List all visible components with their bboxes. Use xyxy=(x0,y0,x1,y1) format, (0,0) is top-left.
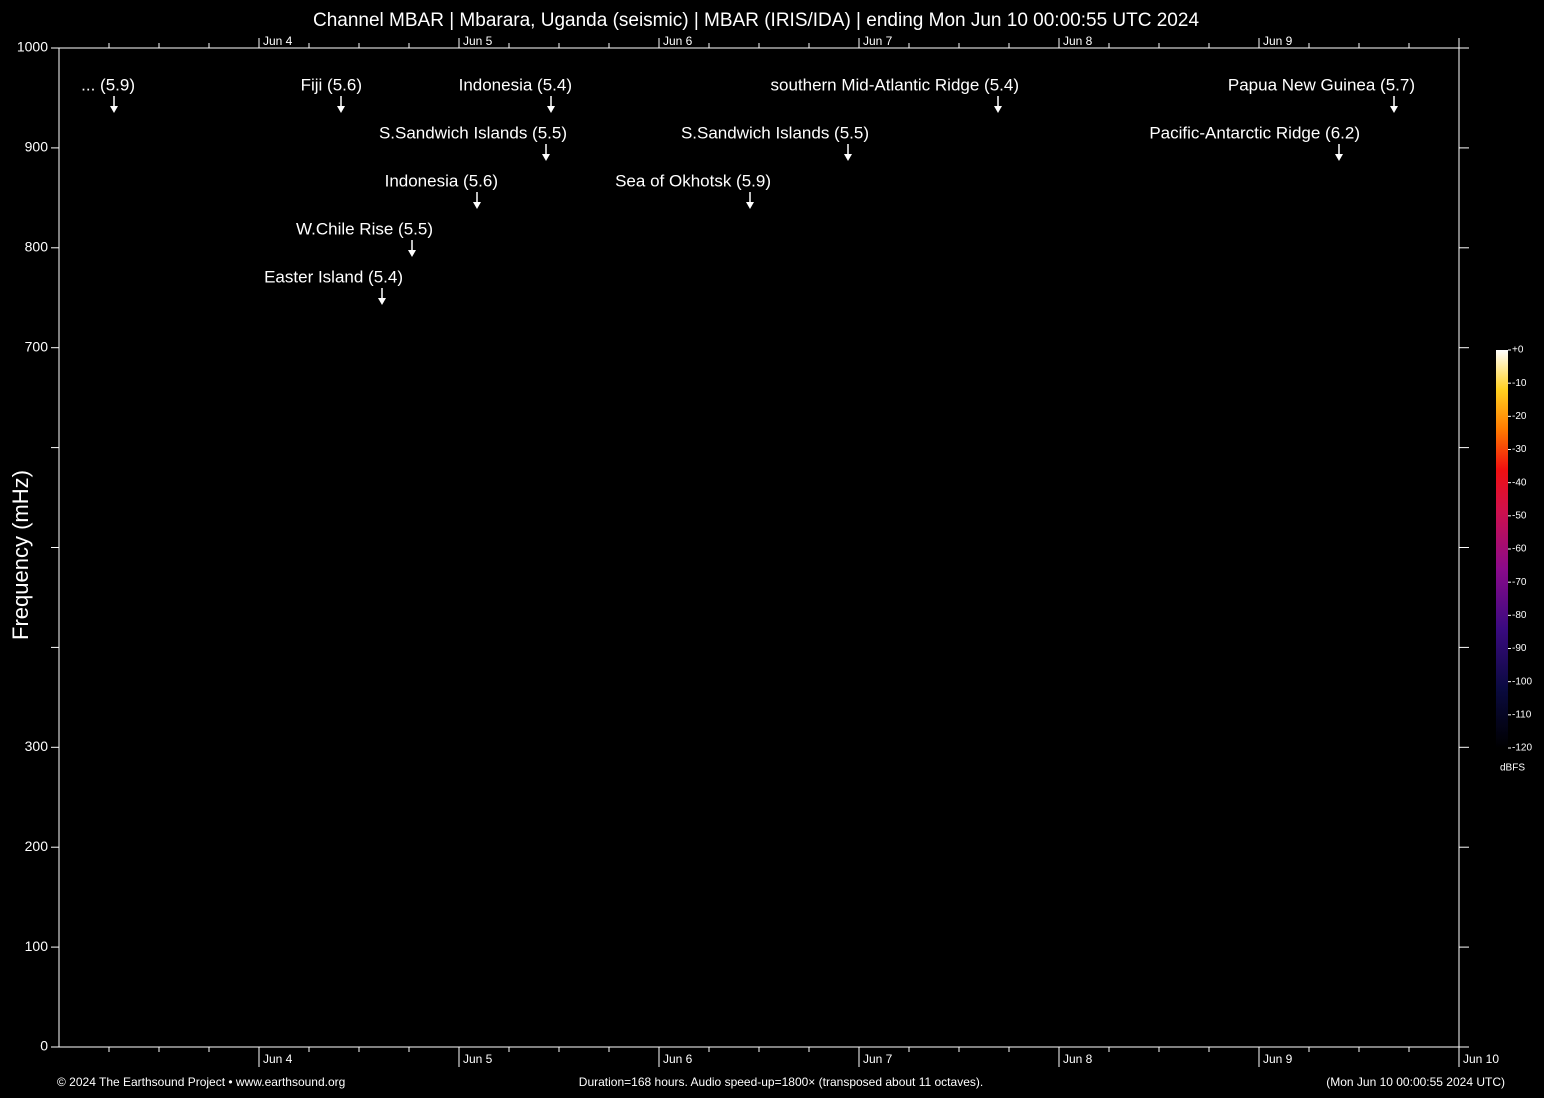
colorbar-tick-label: -60 xyxy=(1512,544,1527,555)
event-arrowhead xyxy=(1390,106,1398,113)
event-arrowhead xyxy=(547,106,555,113)
y-tick-label: 300 xyxy=(25,738,49,754)
colorbar-tick-label: -40 xyxy=(1512,477,1527,488)
footer-right: (Mon Jun 10 00:00:55 2024 UTC) xyxy=(1326,1075,1505,1089)
y-tick-label: 200 xyxy=(25,838,49,854)
colorbar-label: dBFS xyxy=(1500,763,1525,774)
event-arrowhead xyxy=(408,250,416,257)
footer-center: Duration=168 hours. Audio speed-up=1800×… xyxy=(579,1075,983,1089)
event-label: southern Mid-Atlantic Ridge (5.4) xyxy=(770,75,1019,94)
event-label: S.Sandwich Islands (5.5) xyxy=(681,123,869,142)
event-label: Indonesia (5.6) xyxy=(385,171,498,190)
event-label: Pacific-Antarctic Ridge (6.2) xyxy=(1149,123,1360,142)
event-label: Sea of Okhotsk (5.9) xyxy=(615,171,771,190)
event-arrowhead xyxy=(378,298,386,305)
y-axis-label: Frequency (mHz) xyxy=(8,470,33,640)
x-tick-label: Jun 10 xyxy=(1463,1052,1499,1066)
colorbar-tick-label: -80 xyxy=(1512,610,1527,621)
event-arrowhead xyxy=(746,202,754,209)
event-label: Fiji (5.6) xyxy=(301,75,362,94)
event-arrowhead xyxy=(994,106,1002,113)
colorbar-tick-label: -120 xyxy=(1512,743,1532,754)
x-tick-label-top: Jun 9 xyxy=(1263,34,1293,48)
event-arrowhead xyxy=(844,154,852,161)
colorbar xyxy=(1496,350,1508,748)
x-tick-label: Jun 4 xyxy=(263,1052,293,1066)
event-arrowhead xyxy=(473,202,481,209)
colorbar-tick-label: +0 xyxy=(1512,345,1524,356)
colorbar-tick-label: -90 xyxy=(1512,643,1527,654)
x-tick-label: Jun 8 xyxy=(1063,1052,1093,1066)
chart-title: Channel MBAR | Mbarara, Uganda (seismic)… xyxy=(313,10,1199,31)
x-tick-label-top: Jun 6 xyxy=(663,34,693,48)
event-label: S.Sandwich Islands (5.5) xyxy=(379,123,567,142)
colorbar-tick-label: -110 xyxy=(1512,709,1532,720)
x-tick-label-top: Jun 7 xyxy=(863,34,893,48)
event-arrowhead xyxy=(337,106,345,113)
event-label: Papua New Guinea (5.7) xyxy=(1228,75,1415,94)
event-arrowhead xyxy=(110,106,118,113)
x-tick-label: Jun 7 xyxy=(863,1052,893,1066)
x-tick-label-top: Jun 8 xyxy=(1063,34,1093,48)
x-tick-label: Jun 9 xyxy=(1263,1052,1293,1066)
event-arrowhead xyxy=(542,154,550,161)
x-tick-label-top: Jun 5 xyxy=(463,34,493,48)
x-tick-label: Jun 5 xyxy=(463,1052,493,1066)
event-label: Easter Island (5.4) xyxy=(264,267,403,286)
colorbar-tick-label: -50 xyxy=(1512,510,1527,521)
y-tick-label: 100 xyxy=(25,938,49,954)
event-label: Indonesia (5.4) xyxy=(459,75,572,94)
x-tick-label-top: Jun 4 xyxy=(263,34,293,48)
y-tick-label: 1000 xyxy=(17,39,48,55)
y-tick-label: 0 xyxy=(40,1038,48,1054)
colorbar-tick-label: -100 xyxy=(1512,676,1532,687)
event-label: ... (5.9) xyxy=(81,75,135,94)
y-tick-label: 800 xyxy=(25,239,49,255)
colorbar-tick-label: -30 xyxy=(1512,444,1527,455)
colorbar-tick-label: -20 xyxy=(1512,411,1527,422)
y-tick-label: 900 xyxy=(25,139,49,155)
event-arrowhead xyxy=(1335,154,1343,161)
colorbar-tick-label: -70 xyxy=(1512,577,1527,588)
event-label: W.Chile Rise (5.5) xyxy=(296,219,433,238)
x-tick-label: Jun 6 xyxy=(663,1052,693,1066)
footer-left: © 2024 The Earthsound Project • www.eart… xyxy=(57,1075,345,1089)
y-tick-label: 700 xyxy=(25,338,49,354)
colorbar-tick-label: -10 xyxy=(1512,378,1527,389)
